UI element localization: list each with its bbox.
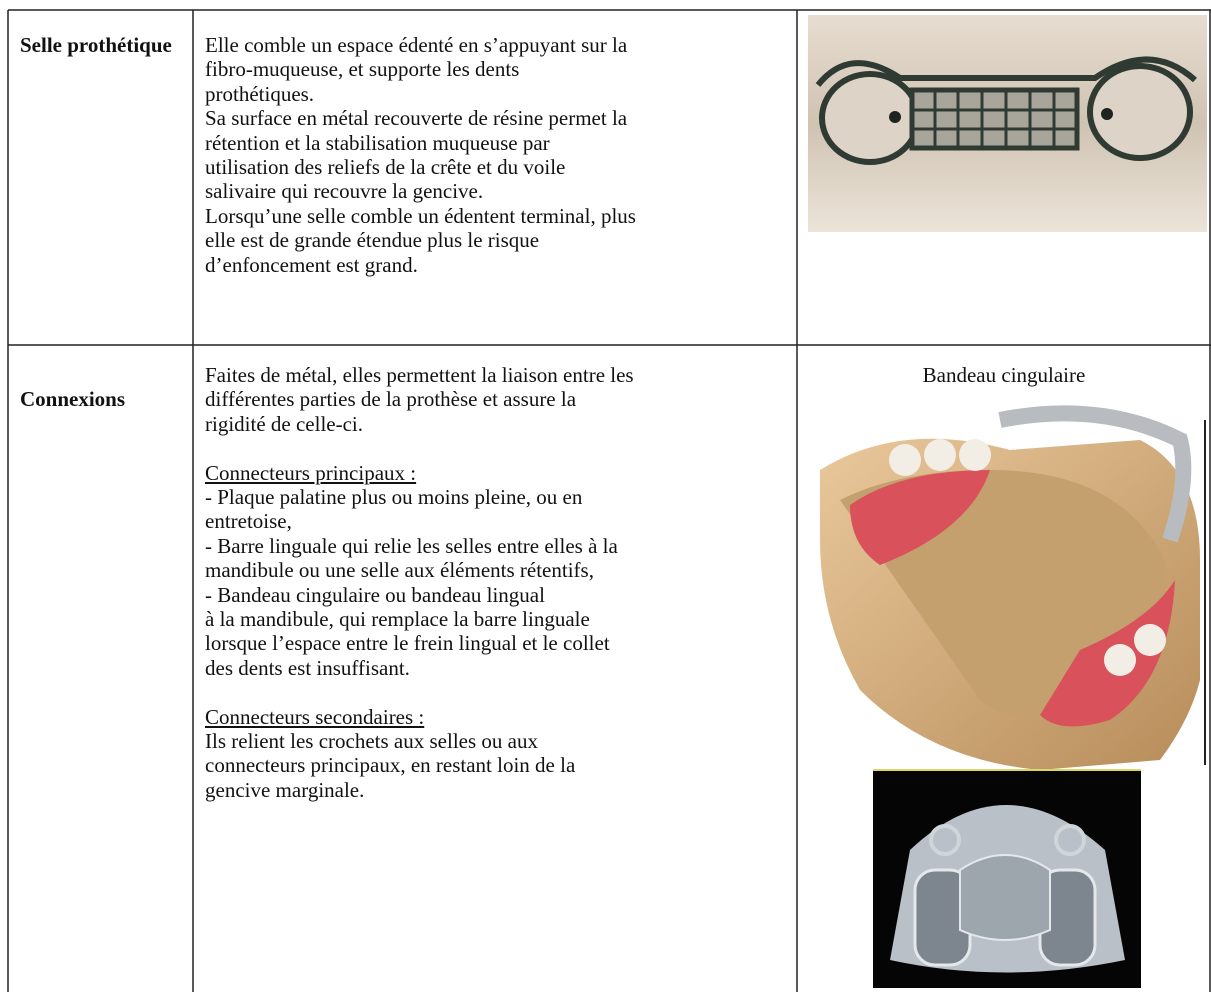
photo-saddle — [808, 15, 1207, 232]
text-line: mandibule ou une selle aux éléments réte… — [205, 558, 594, 583]
text-line: entretoise, — [205, 509, 292, 534]
text-line: elle est de grande étendue plus le risqu… — [205, 228, 540, 253]
text-line: lorsque l’espace entre le frein lingual … — [205, 631, 610, 656]
image-caption: Bandeau cingulaire — [922, 363, 1086, 387]
text-line: des dents est insuffisant. — [205, 655, 410, 680]
text-line: Faites de métal, elles permettent la lia… — [205, 363, 634, 387]
borders — [7, 9, 1211, 992]
text-line: gencive marginale. — [205, 777, 365, 802]
row-label: Selle prothétique — [20, 33, 172, 57]
text-line: Sa surface en métal recouverte de résine… — [205, 106, 628, 131]
text-line: - Barre linguale qui relie les selles en… — [205, 533, 618, 558]
text-line: rigidité de celle-ci. — [205, 411, 364, 436]
photo-lingual-band — [820, 405, 1206, 770]
text-line: - Plaque palatine plus ou moins pleine, … — [205, 485, 583, 509]
text-line: différentes parties de la prothèse et as… — [205, 387, 577, 412]
text-line: utilisation des reliefs de la crête et d… — [205, 155, 566, 179]
text-line: - Bandeau cingulaire ou bandeau lingual — [205, 582, 545, 607]
text-line: à la mandibule, qui remplace la barre li… — [205, 607, 590, 631]
section-heading: Connecteurs principaux : — [205, 460, 417, 485]
text-line: Lorsqu’une selle comble un édentent term… — [205, 203, 636, 228]
text-line: prothétiques. — [205, 81, 315, 106]
text-line: Ils relient les crochets aux selles ou a… — [205, 729, 538, 753]
text-line: rétention et la stabilisation muqueuse p… — [205, 130, 550, 155]
text-line: d’enfoncement est grand. — [205, 252, 418, 277]
photo-palatal-plate — [873, 769, 1141, 988]
section-heading: Connecteurs secondaires : — [205, 704, 425, 729]
text-line: connecteurs principaux, en restant loin … — [205, 753, 576, 778]
row-label: Connexions — [20, 387, 126, 411]
text-line: fibro-muqueuse, et supporte les dents — [205, 57, 520, 82]
text-line: Elle comble un espace édenté en s’appuya… — [205, 33, 628, 57]
text-line: salivaire qui recouvre la gencive. — [205, 179, 484, 204]
